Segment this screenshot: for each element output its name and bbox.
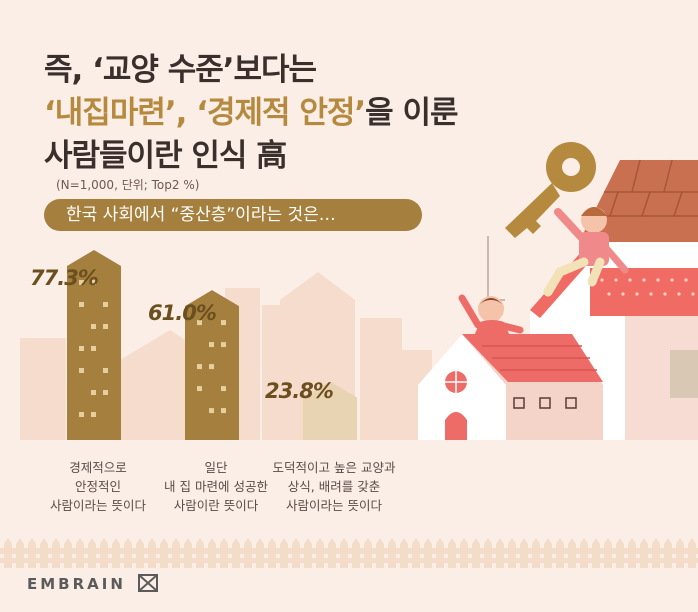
headline-line-2-rest: 을 이룬	[365, 95, 458, 131]
fence	[0, 548, 698, 563]
bar-3	[303, 381, 357, 440]
big-house	[530, 159, 698, 440]
headline-line-3: 사람들이란 인식 高	[44, 138, 287, 174]
survey-note: (N=1,000, 단위; Top2 %)	[56, 178, 200, 192]
category-label-1: 경제적으로 안정적인 사람이라는 뜻이다	[50, 460, 146, 513]
logo-mark-icon	[138, 574, 159, 592]
bar-windows-1	[79, 280, 108, 417]
girl-character	[458, 294, 524, 336]
bar-windows-2	[197, 320, 226, 414]
key-icon	[505, 142, 596, 238]
boy-character	[543, 207, 629, 297]
small-house	[418, 334, 603, 440]
headline-highlight: ‘내집마련’, ‘경제적 안정’	[44, 95, 366, 131]
category-label-2: 일단 내 집 마련에 성공한 사람이란 뜻이다	[164, 460, 268, 513]
headline-line-2: ‘내집마련’, ‘경제적 안정’을 이룬	[44, 87, 459, 132]
value-label-2: 61.0%	[148, 301, 217, 325]
question-banner: 한국 사회에서 “중산층”이라는 것은…	[44, 199, 422, 231]
logo-text: EMBRAIN	[27, 575, 126, 593]
category-label-3: 도덕적이고 높은 교양과 상식, 배려를 갖춘 사람이라는 뜻이다	[272, 460, 396, 513]
ground	[0, 440, 698, 448]
embrain-logo: EMBRAIN	[27, 574, 159, 593]
value-label-1: 77.3%	[30, 266, 99, 290]
headline-line-1: 즉, ‘교양 수준’보다는	[44, 52, 317, 88]
value-label-3: 23.8%	[265, 379, 334, 403]
